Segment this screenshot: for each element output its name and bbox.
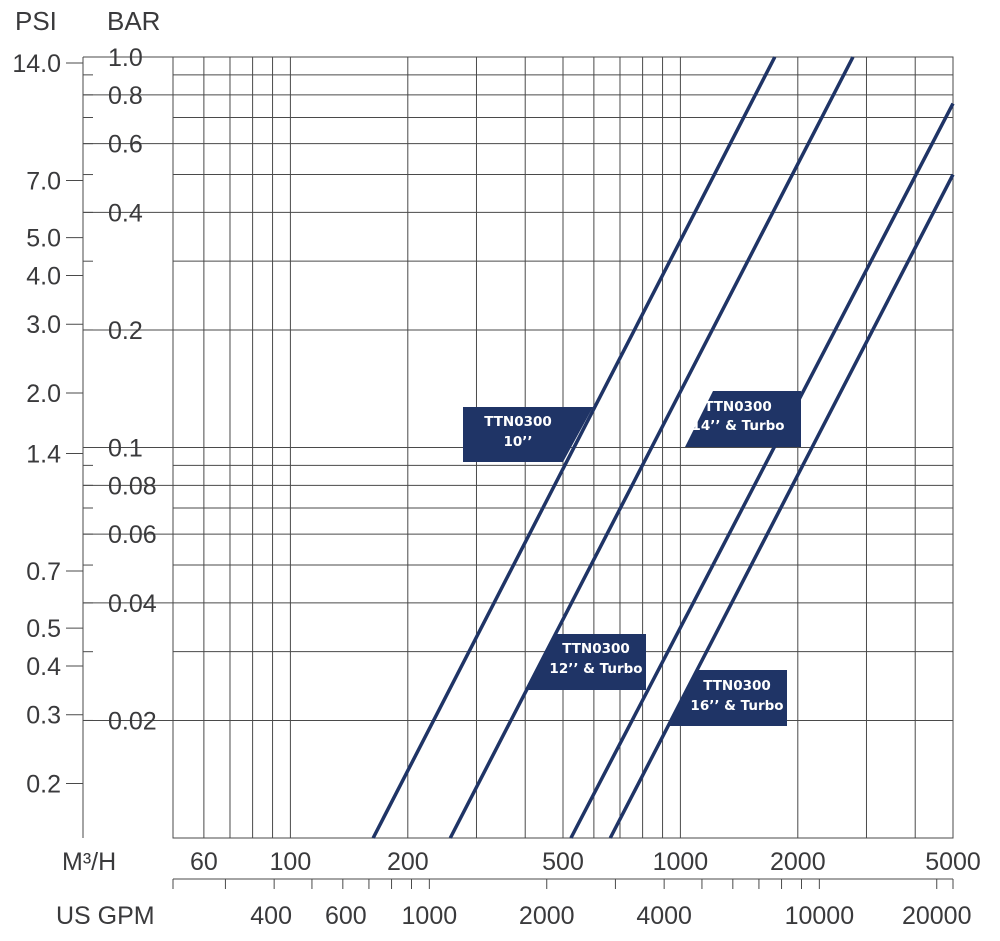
series-line <box>448 56 855 839</box>
m3h-tick-label: 2000 <box>770 848 826 876</box>
series-label-tag: TTN0300 16’’ & Turbo <box>668 670 787 726</box>
series-line <box>371 56 777 839</box>
bar-tick-label: 0.1 <box>108 435 143 463</box>
psi-tick-label: 0.3 <box>26 702 61 730</box>
bar-tick-label: 0.04 <box>108 590 157 618</box>
psi-tick-label: 0.5 <box>26 615 61 643</box>
series-label-tag: TTN0300 10’’ <box>463 407 593 462</box>
m3h-tick-label: 500 <box>542 848 584 876</box>
m3h-tick-label: 100 <box>270 848 312 876</box>
bar-tick-label: 0.6 <box>108 131 143 159</box>
bar-tick-label: 0.2 <box>108 317 143 345</box>
psi-tick-label: 3.0 <box>26 311 61 339</box>
gpm-axis: US GPM 400 600 1000 2000 4000 10000 20000 <box>56 878 972 930</box>
series-line <box>608 173 955 839</box>
gpm-tick-label: 2000 <box>519 902 575 930</box>
series-label-tag: TTN0300 12’’ & Turbo <box>526 634 646 690</box>
bar-tick-label: 0.08 <box>108 472 157 500</box>
series-label-line2: 10’’ <box>503 434 532 450</box>
m3h-axis-title: M³/H <box>62 848 116 876</box>
m3h-tick-label: 1000 <box>653 848 709 876</box>
psi-tick-label: 2.0 <box>26 380 61 408</box>
series-lines <box>371 56 955 839</box>
bar-tick-label: 0.02 <box>108 707 157 735</box>
gpm-tick-label: 600 <box>325 902 367 930</box>
series-label-line1: TTN0300 <box>704 399 772 415</box>
series-label-line1: TTN0300 <box>562 641 630 657</box>
gpm-tick-label: 10000 <box>785 902 855 930</box>
gpm-tick-label: 20000 <box>902 902 972 930</box>
series-label-line2: 16’’ & Turbo <box>690 698 783 714</box>
psi-tick-label: 0.7 <box>26 558 61 586</box>
m3h-tick-label: 60 <box>190 848 218 876</box>
psi-tick-label: 14.0 <box>12 50 61 78</box>
series-line <box>569 102 955 839</box>
psi-tick-label: 4.0 <box>26 262 61 290</box>
series-labels: TTN0300 10’’ TTN0300 12’’ & Turbo TTN0300 14’… <box>463 391 801 726</box>
bar-axis: BAR 1.0 0.8 0.6 0.4 0.2 0.1 0.08 0.06 0.04 0.02 <box>82 6 173 838</box>
psi-tick-label: 1.4 <box>26 440 61 468</box>
gpm-tick-label: 1000 <box>402 902 458 930</box>
gpm-tick-label: 4000 <box>636 902 692 930</box>
psi-tick-label: 7.0 <box>26 168 61 196</box>
bar-tick-label: 1.0 <box>108 44 143 72</box>
series-label-line2: 12’’ & Turbo <box>549 661 642 677</box>
series-label-line2: 14’’ & Turbo <box>691 418 784 434</box>
bar-tick-label: 0.06 <box>108 521 157 549</box>
psi-tick-label: 0.4 <box>26 653 61 681</box>
psi-axis-title: PSI <box>15 6 57 36</box>
psi-axis: PSI 14.0 7.0 5.0 4.0 3.0 2.0 1.4 0.7 0.5 0.4 0.3 0.2 <box>12 6 83 799</box>
series-label-tag: TTN0300 14’’ & Turbo <box>685 391 801 447</box>
bar-tick-label: 0.4 <box>108 199 143 227</box>
series-label-line1: TTN0300 <box>484 414 552 430</box>
gpm-tick-label: 400 <box>250 902 292 930</box>
bar-axis-title: BAR <box>107 6 160 36</box>
gpm-axis-title: US GPM <box>56 902 155 930</box>
series-label-box <box>685 391 801 447</box>
psi-tick-label: 5.0 <box>26 225 61 253</box>
psi-tick-label: 0.2 <box>26 771 61 799</box>
bar-tick-label: 0.8 <box>108 82 143 110</box>
series-label-box <box>526 634 646 690</box>
series-label-box <box>463 407 593 462</box>
series-label-line1: TTN0300 <box>703 678 771 694</box>
m3h-axis: M³/H 60 100 200 500 1000 2000 5000 <box>62 848 981 876</box>
m3h-tick-label: 5000 <box>925 848 981 876</box>
m3h-tick-label: 200 <box>387 848 429 876</box>
series-label-box <box>668 670 787 726</box>
